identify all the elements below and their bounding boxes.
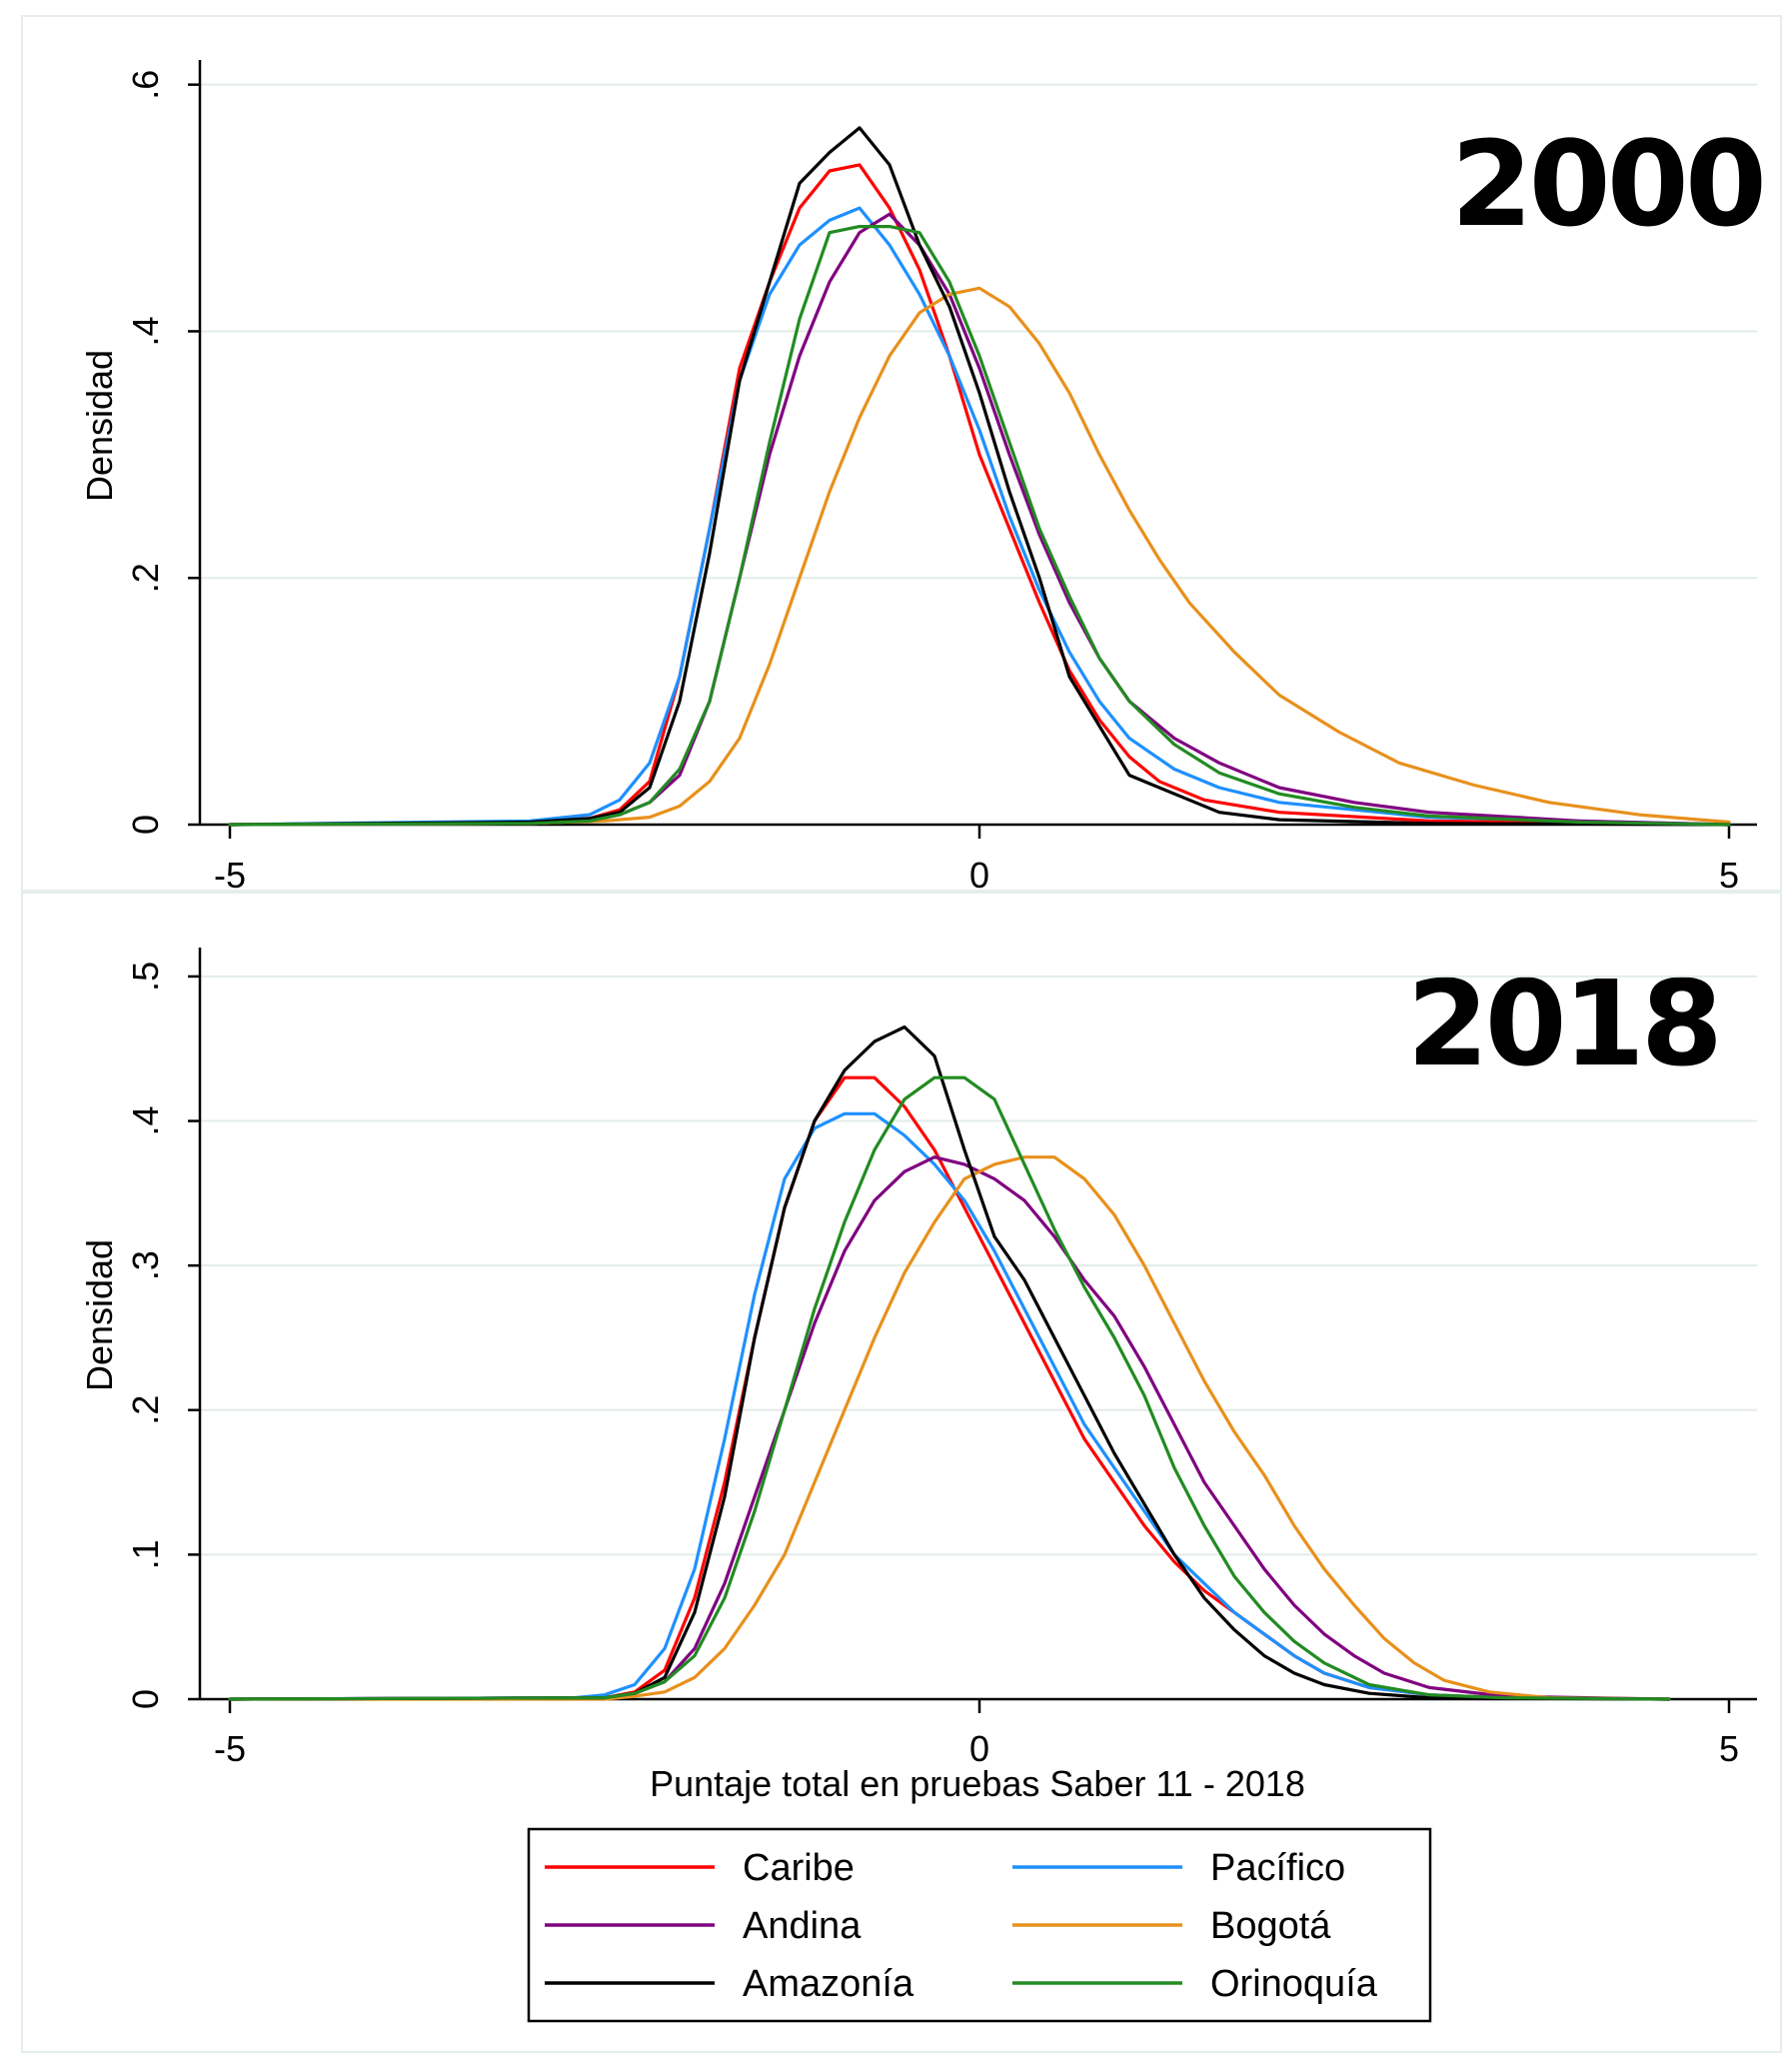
y-tick-label: .4 [125, 316, 166, 346]
legend-label: Andina [743, 1905, 862, 1947]
x-tick-label: 0 [969, 1728, 989, 1769]
x-tick-label: -5 [214, 855, 246, 896]
x-axis-title-2018: Puntaje total en pruebas Saber 11 - 2018 [650, 1763, 1305, 1804]
series-line-andina [228, 1155, 1671, 1701]
y-tick-label: .2 [125, 563, 166, 593]
legend-label: Orinoquía [1210, 1963, 1378, 2005]
series-line-bogotá [228, 1155, 1671, 1701]
series-line-amazonía [228, 1025, 1671, 1701]
series-line-caribe [228, 163, 1731, 827]
y-tick-label: 0 [125, 815, 166, 835]
series-line-andina [228, 212, 1731, 827]
y-axis-title-2018: Densidad [79, 1239, 120, 1391]
panel-2018-frame [21, 892, 1782, 2053]
y-tick-label: 0 [125, 1689, 166, 1709]
legend-label: Caribe [743, 1847, 855, 1889]
legend-label: Pacífico [1210, 1847, 1345, 1889]
legend-label: Amazonía [743, 1963, 914, 2005]
x-tick-label: 5 [1719, 1728, 1739, 1769]
series-line-amazonía [228, 126, 1731, 827]
chart-title-2000: 2000 [1451, 115, 1763, 253]
y-tick-label: .3 [125, 1250, 166, 1280]
legend: Caribe Pacífico Andina Bogotá Amazonía Orinoq… [527, 1827, 1432, 2023]
y-axis-title-2000: Densidad [79, 350, 120, 502]
legend-label: Bogotá [1210, 1905, 1331, 1947]
y-tick-label: .4 [125, 1106, 166, 1136]
x-tick-label: -5 [214, 1728, 246, 1769]
series-line-pacífico [228, 206, 1731, 827]
y-tick-label: .2 [125, 1395, 166, 1425]
series-line-pacífico [228, 1111, 1671, 1701]
y-tick-label: .1 [125, 1539, 166, 1569]
x-tick-label: 5 [1719, 855, 1739, 896]
series-line-orinoquía [228, 1075, 1671, 1701]
panel-2000-frame [21, 15, 1782, 892]
x-tick-label: 0 [969, 855, 989, 896]
density-chart-2000: 2000 Densidad 0 .2 .4 .6 -5 0 5 [79, 60, 1767, 896]
y-tick-label: .6 [125, 70, 166, 100]
series-line-orinoquía [228, 225, 1731, 827]
density-chart-2018: 2018 Densidad Puntaje total en pruebas S… [79, 948, 1757, 1804]
y-tick-label: .5 [125, 962, 166, 992]
chart-title-2018: 2018 [1407, 955, 1719, 1092]
series-line-bogotá [228, 286, 1731, 827]
